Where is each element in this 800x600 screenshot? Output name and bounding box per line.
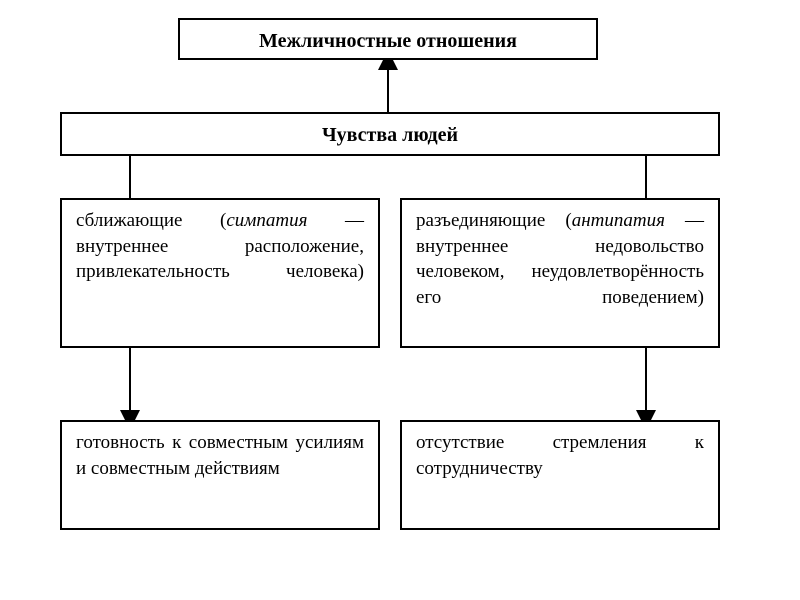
node-label: готовность к совместным усилиям и совмес… [76, 432, 364, 479]
node-antipathies: разъединяющие (антипатия — внутреннее не… [400, 198, 720, 348]
node-interpersonal-relations: Межличностные отношения [178, 18, 598, 60]
node-label: Межличностные отношения [259, 30, 517, 52]
node-label: сближающие (симпатия — внутреннее распол… [76, 210, 364, 282]
node-peoples-feelings: Чувства людей [60, 112, 720, 156]
node-cooperation-readiness: готовность к совместным усилиям и совмес… [60, 420, 380, 530]
node-label: отсутствие стремления к сотрудничеству [416, 432, 704, 479]
diagram-canvas: Межличностные отношения Чувства людей сб… [0, 0, 800, 600]
node-label: Чувства людей [322, 124, 458, 146]
node-sympathies: сближающие (симпатия — внутреннее распол… [60, 198, 380, 348]
node-no-cooperation: отсутствие стремления к сотрудничеству [400, 420, 720, 530]
node-label: разъединяющие (антипатия — внутреннее не… [416, 210, 704, 308]
